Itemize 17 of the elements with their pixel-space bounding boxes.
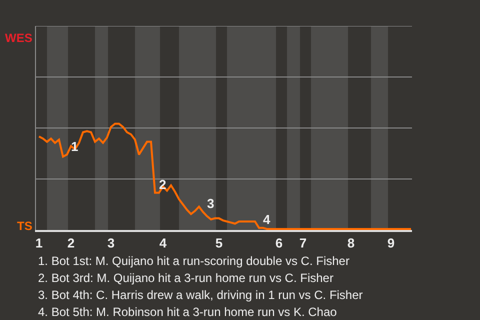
x-tick-label: 1 — [35, 236, 43, 251]
x-tick-label: 2 — [67, 236, 75, 251]
x-tick-label: 3 — [107, 236, 115, 251]
x-tick-label: 7 — [299, 236, 307, 251]
x-tick-label: 9 — [387, 236, 395, 251]
x-tick-label: 4 — [159, 236, 168, 251]
text: 3. Bot 4th: C. Harris drew a walk, driving in 1 run vs C. Fisher — [38, 288, 363, 302]
x-tick-label: 8 — [347, 236, 355, 251]
text: 4. Bot 5th: M. Robinson hit a 3-run home run vs K. Chao — [38, 305, 338, 319]
text: TS — [17, 219, 32, 233]
annotation: 4 — [263, 212, 271, 227]
text: WES — [5, 31, 32, 45]
text: 2. Bot 3rd: M. Quijano hit a 3-run home run vs C. Fisher — [38, 271, 334, 285]
annotation: 3 — [207, 196, 214, 211]
x-tick-label: 6 — [275, 236, 283, 251]
text: 1. Bot 1st: M. Quijano hit a run-scoring double vs C. Fisher — [38, 254, 350, 268]
x-tick-label: 5 — [215, 236, 223, 251]
